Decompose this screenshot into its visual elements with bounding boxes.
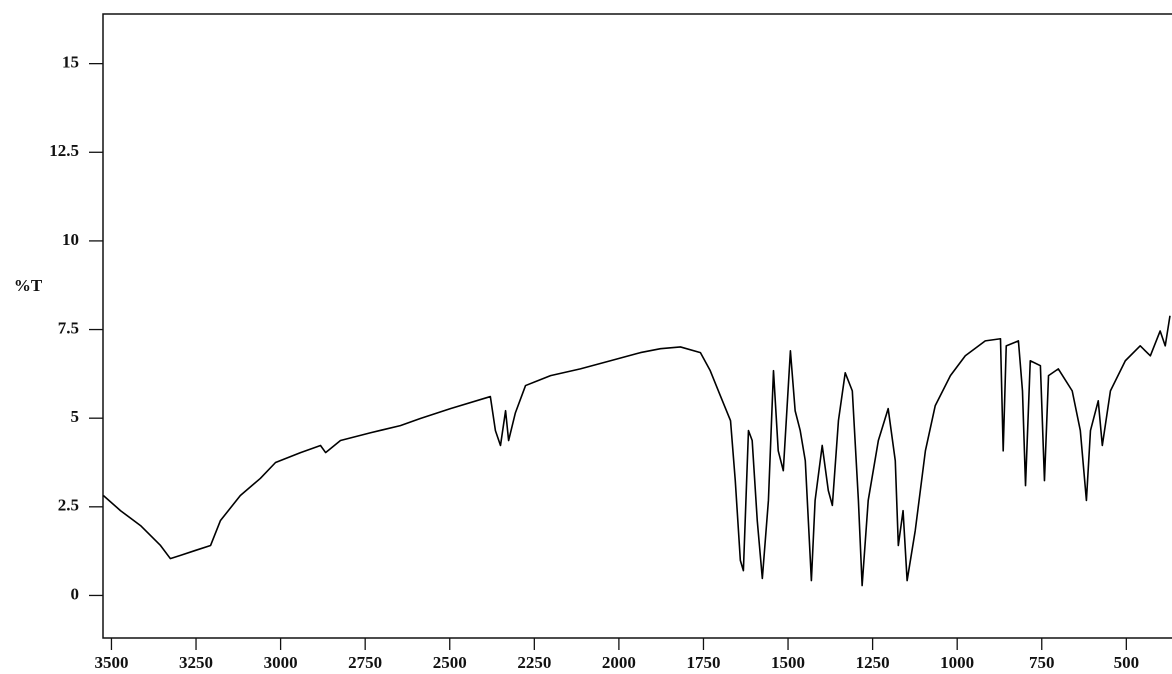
x-tick-label: 750: [1029, 653, 1055, 672]
x-tick-label: 3250: [179, 653, 213, 672]
x-tick-label: 2250: [517, 653, 551, 672]
x-tick-label: 2500: [433, 653, 467, 672]
spectrum-line: [102, 315, 1171, 587]
x-tick-label: 2000: [602, 653, 636, 672]
y-tick-label: 15: [62, 53, 79, 72]
x-tick-label: 1750: [686, 653, 720, 672]
plot-frame: [102, 13, 1172, 639]
y-tick-label: 12.5: [49, 141, 79, 160]
y-tick-label: 5: [71, 407, 80, 426]
x-tick-label: 1500: [771, 653, 805, 672]
x-tick-label: 3500: [94, 653, 128, 672]
x-tick-label: 500: [1114, 653, 1140, 672]
x-tick-label: 2750: [348, 653, 382, 672]
y-tick-label: 7.5: [58, 318, 79, 337]
y-tick-label: 2.5: [58, 496, 79, 515]
x-tick-label: 3000: [264, 653, 298, 672]
y-tick-label: 10: [62, 230, 79, 249]
x-tick-label: 1250: [856, 653, 890, 672]
x-tick-label: 1000: [940, 653, 974, 672]
y-axis-label: %T: [14, 276, 43, 295]
y-tick-label: 0: [71, 584, 80, 603]
